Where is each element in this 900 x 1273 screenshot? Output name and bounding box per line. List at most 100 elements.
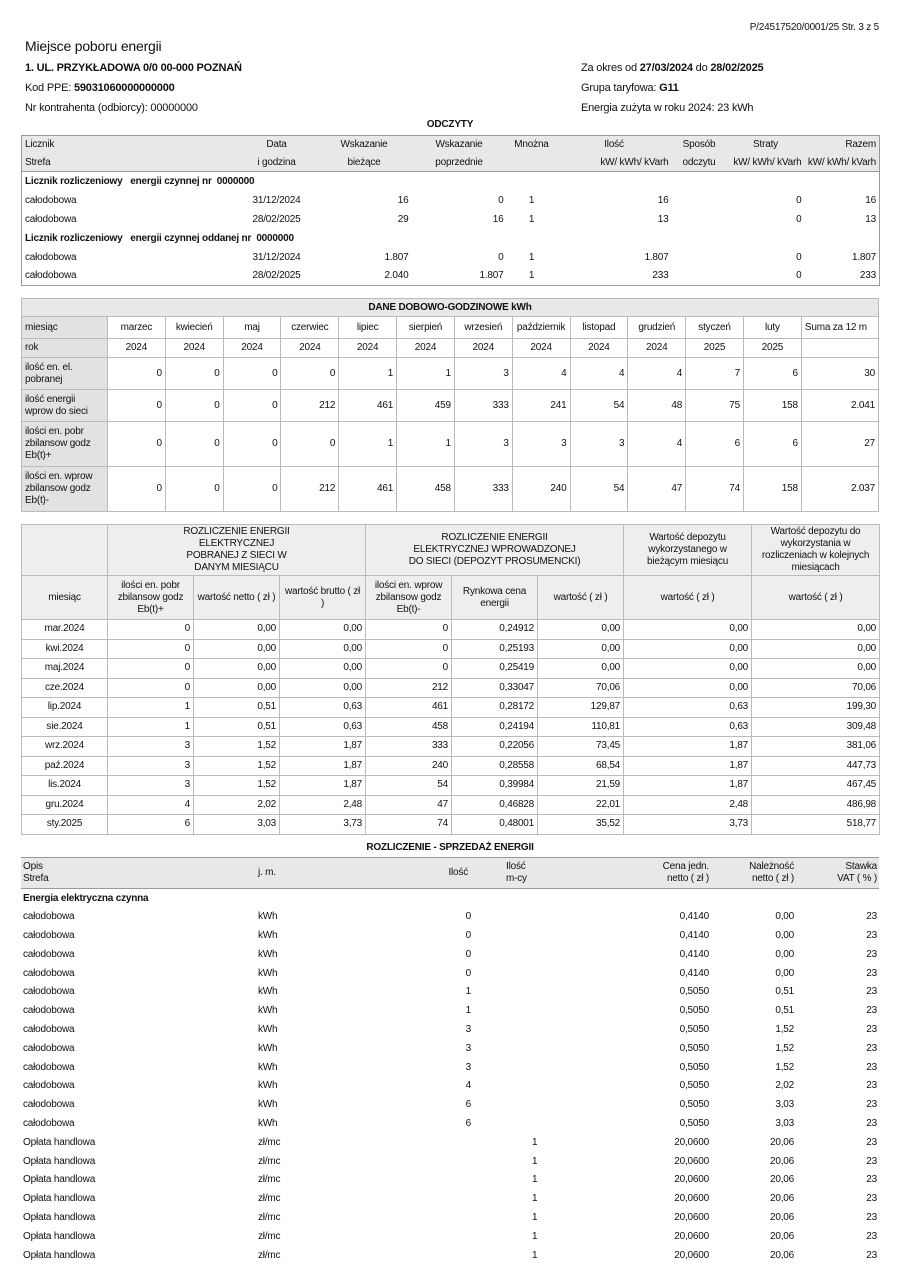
tariff-value: G11 bbox=[659, 82, 679, 94]
cell: 0 bbox=[365, 638, 453, 659]
cell: 1 bbox=[338, 421, 398, 467]
cell: 333 bbox=[453, 466, 513, 512]
daily-row: ilości en. pobr zbilansow godz Eb(t)+ 0 0 0… bbox=[21, 421, 880, 467]
group-header: Wartość depozytu wykorzystanego w bieżąc… bbox=[623, 524, 753, 576]
period-from: 27/03/2024 bbox=[639, 62, 693, 74]
cell: 1,87 bbox=[278, 755, 367, 776]
cell: 0,5050 bbox=[679, 1061, 710, 1073]
settlement-row: wrz.2024 3 1,52 1,87 333 0,22056 73,45 1,87 381,… bbox=[21, 736, 881, 757]
cell: 31/12/2024 bbox=[252, 251, 301, 263]
cell: 70,06 bbox=[751, 677, 881, 698]
cell: 13 bbox=[657, 213, 669, 225]
cell: 0,00 bbox=[193, 677, 280, 698]
cell: maj bbox=[222, 316, 282, 339]
cell: 2024 bbox=[107, 338, 166, 358]
cell: 3 bbox=[107, 775, 194, 796]
cell: całodobowa bbox=[23, 1117, 75, 1129]
cell: październik bbox=[511, 316, 571, 339]
empty-cell bbox=[21, 524, 108, 576]
cell: 2,02 bbox=[775, 1080, 794, 1092]
cell: 0,63 bbox=[623, 697, 753, 718]
cell bbox=[672, 191, 727, 210]
settlement-row: mar.2024 0 0,00 0,00 0 0,24912 0,00 0,00 0,00 bbox=[21, 619, 881, 640]
cell: marzec bbox=[107, 316, 166, 339]
cell: kwiecień bbox=[164, 316, 224, 339]
cell: 22,01 bbox=[537, 794, 625, 815]
cell: 1 bbox=[532, 1249, 538, 1261]
cell: 0,5050 bbox=[679, 1023, 710, 1035]
cell: 0,33047 bbox=[451, 677, 539, 698]
sales-row: całodobowa kWh 4 0,5050 2,02 23 bbox=[21, 1076, 879, 1095]
column-header: odczytu bbox=[671, 153, 727, 172]
cell: 0,00 bbox=[751, 658, 881, 679]
cell: kWh bbox=[258, 1042, 278, 1054]
cell: 20,06 bbox=[769, 1211, 794, 1223]
cell: 0,00 bbox=[537, 619, 625, 640]
cell: 23 bbox=[866, 1117, 877, 1129]
cell: 6 bbox=[685, 421, 744, 467]
column-header: Licznik bbox=[25, 139, 55, 151]
column-header: kW/ kWh/ kVarh bbox=[726, 153, 805, 172]
cell bbox=[476, 1001, 601, 1020]
cell: kWh bbox=[258, 929, 278, 941]
cell: 0,63 bbox=[623, 716, 753, 737]
cell: 20,0600 bbox=[674, 1193, 709, 1205]
cell: 0,48001 bbox=[451, 814, 539, 835]
cell: 1 bbox=[528, 213, 535, 225]
cell: 467,45 bbox=[751, 775, 881, 796]
sales-row: całodobowa kWh 1 0,5050 0,51 23 bbox=[21, 1001, 879, 1020]
cell: 3 bbox=[465, 1023, 472, 1035]
cell: 30 bbox=[800, 357, 880, 390]
meter-label: Licznik rozliczeniowy energii czynnej od… bbox=[25, 232, 294, 244]
cell bbox=[416, 1152, 476, 1171]
header-line: Należność bbox=[749, 861, 794, 872]
header-line: Strefa bbox=[23, 873, 49, 884]
settlement-row: sty.2025 6 3,03 3,73 74 0,48001 35,52 3,73 518,7… bbox=[21, 814, 881, 835]
sales-row: całodobowa kWh 6 0,5050 3,03 23 bbox=[21, 1095, 879, 1114]
cell: 1 bbox=[107, 697, 194, 718]
cell: 1,87 bbox=[623, 736, 753, 757]
header-line: j. m. bbox=[258, 867, 276, 878]
header-line: Stawka bbox=[845, 861, 877, 872]
row-label: ilość energii wprow do sieci bbox=[21, 389, 108, 422]
sales-row: całodobowa kWh 0 0,4140 0,00 23 bbox=[21, 964, 879, 983]
daily-row: ilości en. wprow zbilansow godz Eb(t)- 0 0… bbox=[21, 466, 880, 512]
header-line: netto ( zł ) bbox=[751, 873, 794, 884]
cell: 0 bbox=[365, 658, 453, 679]
cell: 3 bbox=[465, 1042, 472, 1054]
cell: 1.807 bbox=[384, 251, 409, 263]
cell bbox=[672, 210, 727, 229]
cell: 6 bbox=[465, 1117, 472, 1129]
settlement-table: ROZLICZENIE ENERGII ELEKTRYCZNEJ POBRANE… bbox=[21, 524, 881, 835]
readings-title: ODCZYTY bbox=[426, 119, 474, 130]
settlement-row: cze.2024 0 0,00 0,00 212 0,33047 70,06 0,00 70,0… bbox=[21, 677, 881, 698]
cell: 3,03 bbox=[775, 1117, 794, 1129]
settlement-row: sie.2024 1 0,51 0,63 458 0,24194 110,81 0,63 309… bbox=[21, 716, 881, 737]
cell: 1,87 bbox=[278, 736, 367, 757]
cell: 2024 bbox=[338, 338, 398, 358]
cell: całodobowa bbox=[23, 929, 75, 941]
sales-title: ROZLICZENIE - SPRZEDAŻ ENERGII bbox=[366, 842, 534, 853]
cell: 16 bbox=[397, 194, 409, 206]
cell: 0,00 bbox=[751, 638, 881, 659]
cell: 48 bbox=[627, 389, 687, 422]
cell: 29 bbox=[397, 213, 409, 225]
cell bbox=[672, 267, 727, 286]
settlement-row: lis.2024 3 1,52 1,87 54 0,39984 21,59 1,87 467,4… bbox=[21, 775, 881, 796]
cell: 461 bbox=[338, 389, 398, 422]
column-header: Opis Strefa bbox=[21, 857, 256, 889]
cell: 3,73 bbox=[278, 814, 367, 835]
cell: 54 bbox=[569, 389, 629, 422]
cell: 212 bbox=[280, 389, 340, 422]
column-header-row: miesiąc ilości en. pobr zbilansow godz Eb… bbox=[21, 575, 881, 620]
header-line: Ilość bbox=[448, 867, 468, 878]
cell: 23 bbox=[866, 1136, 877, 1148]
cell bbox=[476, 1114, 601, 1133]
cell: 1 bbox=[528, 194, 535, 206]
sales-row: Opłata handlowa zł/mc 1 20,0600 20,06 23 bbox=[21, 1227, 879, 1246]
reading-row: całodobowa 28/02/2025 2.040 1.807 1 233 0 233 bbox=[22, 267, 880, 286]
cell: 459 bbox=[396, 389, 455, 422]
daily-hourly-title: DANE DOBOWO-GODZINOWE kWh bbox=[21, 298, 879, 317]
cell: 0,28172 bbox=[451, 697, 539, 718]
cell: 0 bbox=[465, 967, 472, 979]
